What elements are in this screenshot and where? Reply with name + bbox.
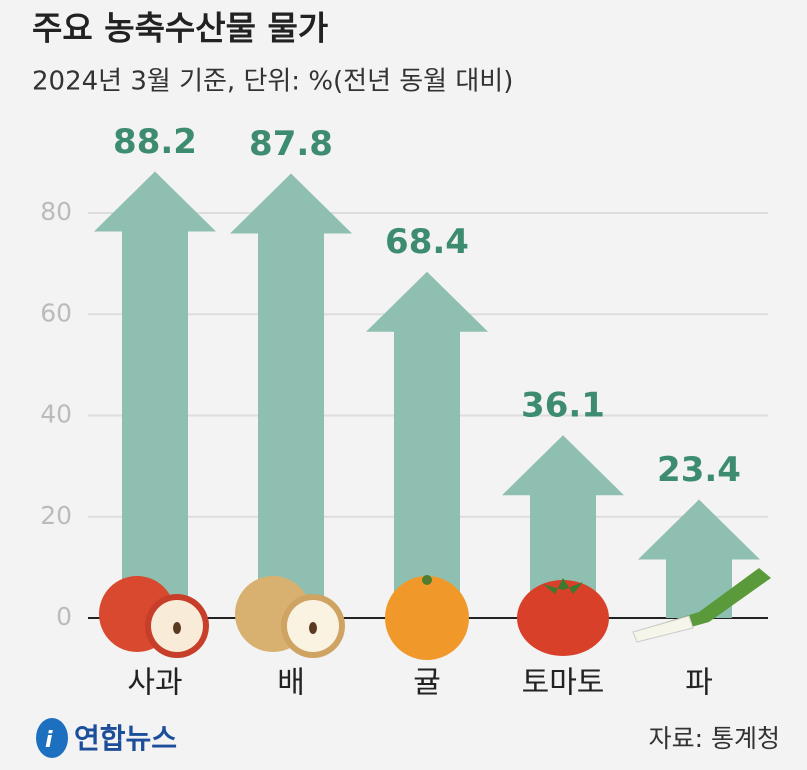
- logo: i 연합뉴스: [36, 718, 177, 758]
- x-tick-label: 귤: [413, 666, 441, 701]
- item-icon: [632, 568, 771, 643]
- icon-part: [173, 622, 181, 634]
- chart-title: 주요 농축수산물 물가: [32, 9, 328, 48]
- icon-part: [309, 622, 317, 634]
- item-icon: [99, 576, 209, 658]
- y-tick-label: 40: [40, 400, 72, 429]
- y-tick-label: 80: [40, 197, 72, 226]
- item-icon: [235, 576, 345, 658]
- value-label: 88.2: [113, 122, 197, 162]
- item-icon: [385, 575, 469, 660]
- x-tick-label: 파: [685, 666, 713, 701]
- arrow-bar: [638, 499, 760, 618]
- logo-icon-letter: i: [45, 728, 53, 753]
- icon-part: [517, 580, 609, 656]
- logo-icon: [36, 718, 68, 758]
- value-label: 23.4: [657, 450, 741, 490]
- logo-text: 연합뉴스: [74, 722, 177, 755]
- y-tick-label: 20: [40, 501, 72, 530]
- y-tick-label: 0: [56, 602, 72, 631]
- chart-subtitle: 2024년 3월 기준, 단위: %(전년 동월 대비): [32, 67, 513, 97]
- y-tick-label: 60: [40, 298, 72, 327]
- x-tick-label: 배: [277, 666, 305, 701]
- arrow-bar: [94, 171, 216, 619]
- value-label: 87.8: [249, 124, 333, 164]
- icon-part: [543, 578, 583, 594]
- source: 자료: 통계청: [649, 724, 780, 753]
- icon-part: [632, 615, 694, 643]
- arrow-bar: [366, 271, 488, 618]
- x-tick-label: 사과: [127, 666, 182, 701]
- value-label: 36.1: [521, 386, 605, 426]
- arrow-bar: [502, 435, 624, 618]
- arrow-bar: [230, 173, 352, 618]
- icon-part: [422, 575, 432, 585]
- item-icon: [517, 578, 609, 656]
- value-label: 68.4: [385, 222, 469, 262]
- x-tick-label: 토마토: [522, 666, 605, 701]
- icon-part: [385, 576, 469, 660]
